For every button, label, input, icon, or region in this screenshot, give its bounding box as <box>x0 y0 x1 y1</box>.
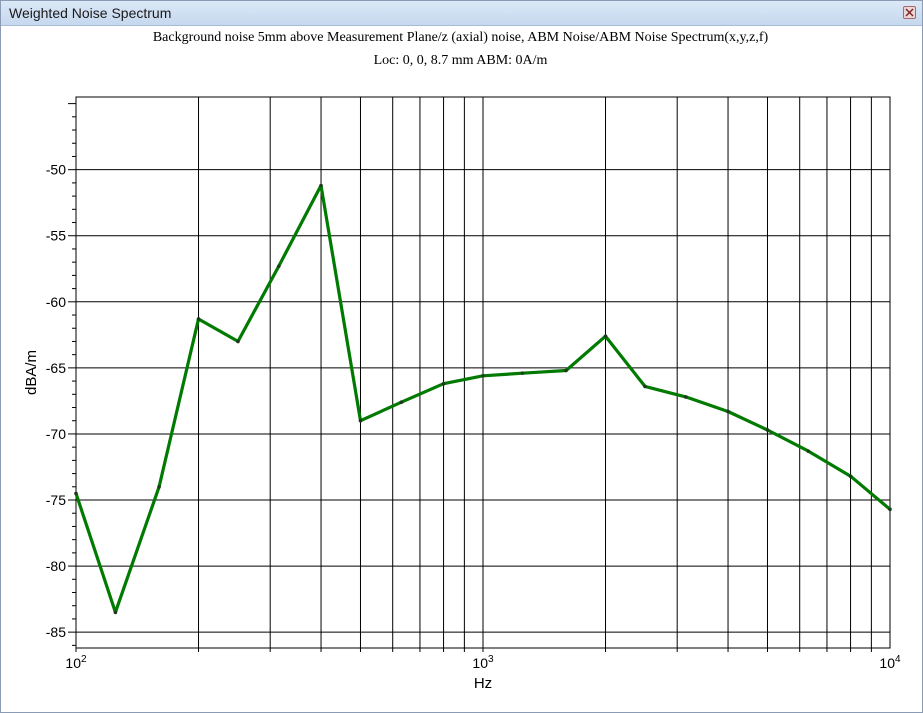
window-titlebar[interactable]: Weighted Noise Spectrum <box>1 1 922 26</box>
x-tick-label: 103 <box>472 654 494 671</box>
data-point <box>481 374 485 378</box>
data-point <box>399 400 404 405</box>
data-point <box>196 317 201 321</box>
data-point <box>765 428 770 432</box>
data-point <box>603 334 608 338</box>
data-point <box>441 381 446 386</box>
y-tick-label: -65 <box>46 360 66 376</box>
close-button[interactable] <box>903 6 916 19</box>
chart-title: Background noise 5mm above Measurement P… <box>152 30 769 45</box>
y-axis-label: dBA/m <box>23 350 40 395</box>
data-point <box>358 418 363 423</box>
y-tick-label: -80 <box>46 558 66 574</box>
chart-subtitle: Loc: 0, 0, 8.7 mm ABM: 0A/m <box>373 53 548 68</box>
window-title: Weighted Noise Spectrum <box>9 5 172 21</box>
y-tick-label: -55 <box>46 228 66 244</box>
y-tick-label: -60 <box>46 294 66 310</box>
data-point <box>848 474 853 479</box>
data-point <box>643 384 647 389</box>
data-point <box>888 507 892 512</box>
data-point <box>564 368 568 373</box>
data-point <box>520 371 525 375</box>
data-point <box>277 264 281 268</box>
data-point <box>806 449 811 453</box>
y-tick-label: -85 <box>46 624 66 640</box>
y-tick-label: -75 <box>46 492 66 508</box>
y-tick-label: -70 <box>46 426 66 442</box>
data-point <box>319 183 323 188</box>
x-tick-label: 102 <box>65 654 87 671</box>
data-point <box>684 395 688 399</box>
data-point <box>74 491 78 496</box>
data-point <box>726 409 730 414</box>
data-point <box>236 339 240 344</box>
data-point <box>113 610 118 615</box>
plot-frame <box>75 96 891 649</box>
x-axis-label: Hz <box>474 675 492 692</box>
data-point <box>157 484 161 489</box>
y-tick-label: -50 <box>46 162 66 178</box>
close-icon <box>905 8 914 17</box>
x-tick-label: 104 <box>879 654 901 671</box>
